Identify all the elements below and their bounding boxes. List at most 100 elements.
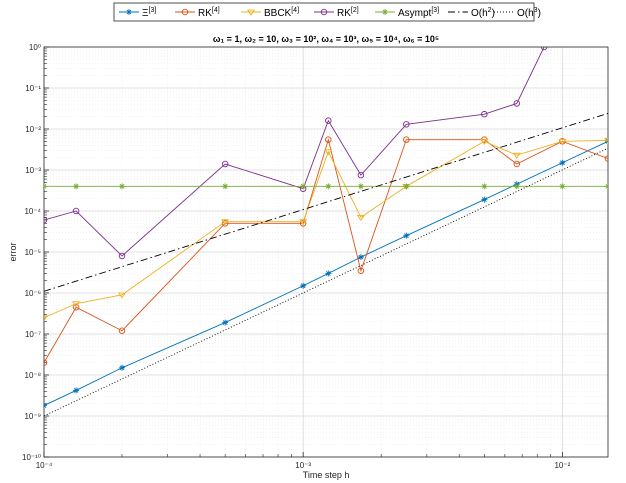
legend-item--3: Ξ[3] (119, 7, 156, 19)
series-rk-4-point (357, 267, 365, 274)
legend-item-bbck-4-label: BBCK[4] (264, 7, 299, 19)
series-bbck-4-point (72, 301, 81, 308)
series-rk-2-point (513, 100, 521, 107)
series-bbck-4-point (356, 214, 365, 222)
series-rk-2-point (403, 121, 410, 128)
legend-item-rk-4-point (181, 8, 189, 16)
series--3-point (403, 232, 410, 239)
series--3-point (73, 387, 80, 394)
series-rk-4-point (403, 136, 410, 143)
legend-item-o-h3-label: O(h3) (517, 7, 541, 19)
series-rk-4-point (604, 155, 608, 162)
series-asympt-3-point (73, 183, 80, 190)
series-asympt-3-point (513, 183, 520, 190)
legend-item-o-h2-label: O(h2) (471, 7, 495, 19)
legend-item-asympt-3: Asympt[3] (375, 7, 439, 19)
legend-item-bbck-4: BBCK[4] (241, 7, 299, 19)
legend-item-bbck-4-point (246, 9, 256, 16)
series-asympt-3-point (403, 183, 410, 190)
series-rk-4-point (118, 327, 126, 335)
series-rk-2-point (221, 160, 229, 168)
series-rk-4-point (72, 303, 80, 311)
legend-item--3-point (126, 9, 132, 15)
series-bbck-4-point (299, 219, 308, 226)
series-o-h2-line (44, 112, 608, 292)
series-rk-2-point (72, 207, 80, 215)
series-bbck-4-point (44, 315, 49, 322)
legend-item-asympt-3-label: Asympt[3] (398, 7, 439, 19)
series-rk-4-point (325, 136, 332, 143)
y-tick-label: 10⁻³ (25, 166, 41, 175)
legend-item-o-h2: O(h2) (448, 7, 495, 19)
x-axis-label: Time step h (303, 470, 350, 480)
y-tick-label: 10⁻² (25, 125, 41, 134)
series-asympt-3-point (559, 183, 566, 190)
series-asympt-3 (44, 183, 608, 190)
y-tick-labels: 10⁻¹⁰ 10⁻⁹ 10⁻⁸ 10⁻⁷ 10⁻⁶ 10⁻⁵ 10⁻⁴ 10⁻³ 10⁻² 10⁻… (22, 43, 42, 462)
series-rk-2-point (44, 216, 48, 224)
series-bbck-4-point (117, 292, 127, 299)
series--3-point (481, 196, 488, 203)
series-asympt-3-point (222, 183, 229, 190)
y-tick-label: 10⁻⁶ (25, 289, 41, 298)
y-tick-label: 10⁻⁴ (24, 207, 41, 216)
series-asympt-3-point (325, 183, 332, 190)
series-rk-2-point (540, 47, 548, 51)
legend-item-rk-4: RK[4] (175, 7, 220, 19)
series-asympt-3-point (357, 183, 364, 190)
series-asympt-3-point (300, 183, 307, 190)
legend: Ξ[3] RK[4] BBCK[4] RK[2] Asympt[3] O(h2) O(h3) (113, 2, 541, 22)
legend-item-o-h3: O(h3) (494, 7, 541, 19)
series-bbck-4-point (558, 138, 567, 146)
series-asympt-3-point (119, 183, 126, 190)
legend-item--3-label: Ξ[3] (142, 7, 156, 19)
axis-ticks (43, 46, 563, 458)
series--3-point (300, 282, 307, 289)
series-bbck-4-point (603, 137, 608, 144)
series--3-point (119, 364, 126, 371)
x-tick-label: 10⁻³ (295, 461, 311, 470)
legend-item-rk-2-point (320, 8, 328, 16)
x-tick-label: 10⁻⁴ (36, 461, 53, 470)
y-tick-label: 10⁻⁹ (24, 412, 41, 421)
series-rk-2-point (118, 252, 126, 260)
series-bbck-4-point (480, 138, 489, 146)
series-rk-4-line (44, 137, 608, 363)
y-tick-label: 10⁻¹⁰ (22, 453, 41, 462)
x-tick-label: 10⁻² (554, 461, 570, 470)
series-o-h3-line (44, 147, 608, 417)
series-o-h3 (44, 147, 608, 417)
series-layer (44, 47, 608, 417)
series-bbck-4-point (221, 219, 230, 226)
series--3-point (559, 159, 566, 166)
series-rk-4-point (513, 160, 521, 168)
y-tick-label: 10⁻⁸ (25, 371, 42, 380)
series--3-point (325, 270, 332, 277)
series-rk-2-point (357, 171, 365, 179)
legend-item-rk-2-label: RK[2] (337, 7, 359, 19)
legend-item-asympt-3-point (382, 9, 388, 15)
x-tick-labels: 10⁻⁴ 10⁻³ 10⁻² (36, 461, 571, 470)
series-bbck-4-point (512, 152, 521, 159)
series--3-point (222, 319, 229, 326)
series-o-h2 (44, 112, 608, 292)
y-tick-label: 10⁻¹ (25, 84, 41, 93)
series-bbck-4 (44, 137, 608, 322)
series--3-point (357, 254, 364, 261)
series-rk-2-point (325, 117, 332, 124)
series-rk-2 (44, 47, 548, 260)
chart-title: ω₁ = 1, ω₂ = 10, ω₃ = 10², ω₄ = 10³, ω₅ … (213, 34, 439, 44)
series-bbck-4-line (44, 139, 608, 319)
y-tick-label: 10⁰ (29, 43, 41, 52)
series-rk-4-point (44, 359, 48, 366)
y-tick-label: 10⁻⁵ (25, 248, 41, 257)
legend-item-rk-2: RK[2] (314, 7, 359, 19)
series-rk-2-line (44, 47, 545, 257)
series-bbck-4-point (324, 149, 333, 156)
series--3-line (44, 140, 608, 406)
legend-item-rk-4-label: RK[4] (198, 7, 220, 19)
y-tick-label: 10⁻⁷ (25, 330, 41, 339)
series-rk-2-point (481, 110, 488, 118)
